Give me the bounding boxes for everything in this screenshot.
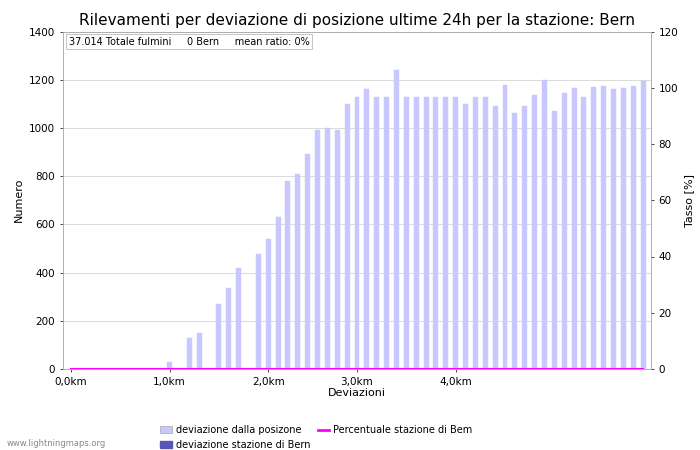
Bar — [592, 87, 596, 369]
Bar — [344, 104, 349, 369]
Bar — [601, 86, 606, 369]
Bar — [226, 288, 231, 369]
Y-axis label: Numero: Numero — [13, 178, 24, 222]
Bar — [197, 333, 202, 369]
Bar — [493, 106, 498, 369]
Bar — [315, 130, 320, 369]
Bar — [443, 97, 448, 369]
Bar — [216, 304, 221, 369]
Bar — [433, 97, 438, 369]
Bar — [167, 362, 172, 369]
Title: Rilevamenti per deviazione di posizione ultime 24h per la stazione: Bern: Rilevamenti per deviazione di posizione … — [79, 13, 635, 27]
Bar — [611, 90, 616, 369]
Text: www.lightningmaps.org: www.lightningmaps.org — [7, 439, 106, 448]
Text: 37.014 Totale fulmini     0 Bern     mean ratio: 0%: 37.014 Totale fulmini 0 Bern mean ratio:… — [69, 36, 309, 46]
Bar — [582, 97, 587, 369]
Bar — [384, 97, 389, 369]
X-axis label: Deviazioni: Deviazioni — [328, 388, 386, 398]
Bar — [522, 106, 527, 369]
Bar — [325, 128, 330, 369]
Legend: deviazione dalla posizone, deviazione stazione di Bern, Percentuale stazione di : deviazione dalla posizone, deviazione st… — [156, 421, 477, 450]
Bar — [276, 217, 281, 369]
Bar — [542, 80, 547, 369]
Bar — [621, 88, 626, 369]
Bar — [354, 97, 360, 369]
Bar — [453, 97, 458, 369]
Bar — [365, 90, 370, 369]
Bar — [374, 97, 379, 369]
Bar — [561, 93, 566, 369]
Bar — [256, 255, 261, 369]
Bar — [483, 97, 488, 369]
Bar — [424, 97, 428, 369]
Bar — [335, 130, 339, 369]
Bar — [503, 85, 507, 369]
Bar — [286, 181, 290, 369]
Bar — [414, 97, 419, 369]
Bar — [631, 86, 636, 369]
Bar — [512, 113, 517, 369]
Bar — [473, 97, 478, 369]
Bar — [532, 95, 537, 369]
Bar — [463, 104, 468, 369]
Bar — [266, 239, 271, 369]
Bar — [552, 111, 556, 369]
Bar — [295, 174, 300, 369]
Bar — [236, 268, 241, 369]
Bar — [640, 81, 645, 369]
Bar — [404, 97, 409, 369]
Bar — [394, 70, 399, 369]
Bar — [187, 338, 192, 369]
Bar — [305, 154, 310, 369]
Bar — [572, 88, 577, 369]
Y-axis label: Tasso [%]: Tasso [%] — [684, 174, 694, 227]
